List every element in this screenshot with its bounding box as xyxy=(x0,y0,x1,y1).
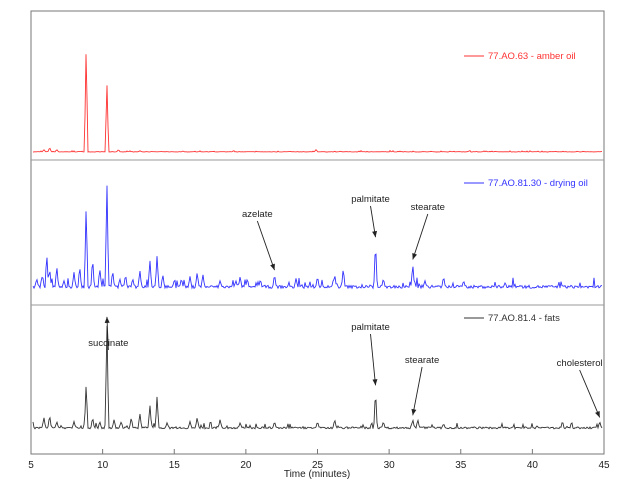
x-tick-label-20: 20 xyxy=(240,460,252,471)
series-line-1 xyxy=(32,54,602,153)
annotation-label-stearate: stearate xyxy=(411,202,445,213)
annotation-arrowhead-azelate xyxy=(270,263,275,271)
annotation-arrowhead-succinate xyxy=(104,316,110,323)
x-tick-label-45: 45 xyxy=(598,460,610,471)
x-tick-label-5: 5 xyxy=(28,460,34,471)
legend-label-1: 77.AO.63 - amber oil xyxy=(488,51,576,62)
legend-label-3: 77.AO.81.4 - fats xyxy=(488,313,560,324)
annotation-arrowhead-palmitate xyxy=(372,379,378,386)
annotation-arrowhead-stearate xyxy=(412,253,418,260)
annotation-label-cholesterol: cholesterol xyxy=(557,358,603,369)
annotation-arrow-cholesterol xyxy=(579,369,601,418)
annotation-label-palmitate: palmitate xyxy=(351,194,390,205)
x-tick-label-30: 30 xyxy=(384,460,396,471)
annotation-arrow-stearate xyxy=(412,213,429,260)
series-line-2 xyxy=(32,185,603,290)
annotation-arrowhead-palmitate xyxy=(372,230,378,238)
annotation-arrowhead-stearate xyxy=(411,408,417,416)
x-tick-label-40: 40 xyxy=(527,460,539,471)
x-tick-label-35: 35 xyxy=(455,460,467,471)
annotation-arrowhead-cholesterol xyxy=(595,410,600,418)
x-tick-label-25: 25 xyxy=(312,460,324,471)
annotation-label-palmitate: palmitate xyxy=(351,322,390,333)
x-tick-label-10: 10 xyxy=(97,460,109,471)
plot-frame xyxy=(30,10,605,455)
series-line-3 xyxy=(32,325,603,430)
annotation-label-azelate: azelate xyxy=(242,209,273,220)
annotation-arrow-azelate xyxy=(256,220,275,271)
legend-label-2: 77.AO.81.30 - drying oil xyxy=(488,178,588,189)
annotation-arrow-palmitate xyxy=(370,333,376,386)
annotation-label-stearate: stearate xyxy=(405,355,439,366)
x-axis-label: Time (minutes) xyxy=(284,469,350,480)
x-tick-label-15: 15 xyxy=(169,460,181,471)
annotation-arrow-stearate xyxy=(412,366,423,416)
